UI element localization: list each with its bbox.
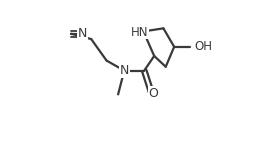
Text: HN: HN: [131, 26, 148, 39]
Text: O: O: [148, 87, 158, 100]
Text: N: N: [78, 27, 87, 40]
Text: N: N: [120, 64, 129, 77]
Text: OH: OH: [194, 40, 212, 53]
